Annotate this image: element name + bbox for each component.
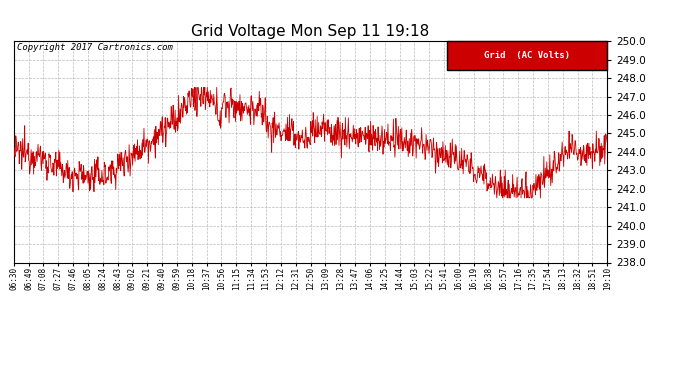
Text: Grid  (AC Volts): Grid (AC Volts) [484, 51, 570, 60]
Title: Grid Voltage Mon Sep 11 19:18: Grid Voltage Mon Sep 11 19:18 [191, 24, 430, 39]
Text: Copyright 2017 Cartronics.com: Copyright 2017 Cartronics.com [17, 44, 172, 52]
Bar [447, 41, 607, 70]
